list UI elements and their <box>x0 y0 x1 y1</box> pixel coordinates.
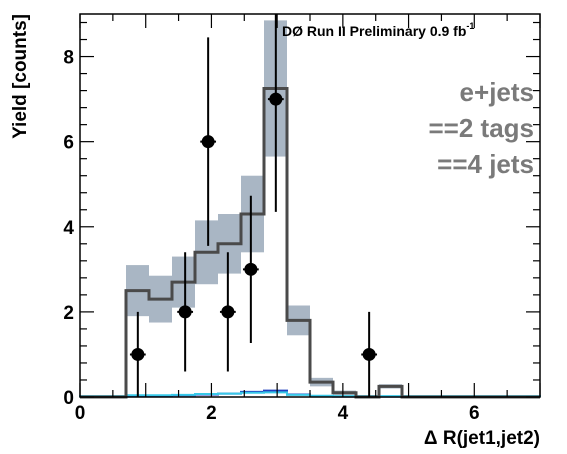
data-point-marker-3 <box>221 305 235 319</box>
y-tick-label-4: 8 <box>63 48 74 69</box>
x-axis-title: Δ R(jet1,jet2) <box>424 428 540 449</box>
data-point-marker-2 <box>201 135 215 149</box>
data-point-marker-0 <box>131 347 145 361</box>
x-axis-ticks: 0 2 4 6 <box>75 14 541 424</box>
data-point-6 <box>361 311 378 397</box>
x-tick-label-1: 2 <box>206 403 217 424</box>
x-tick-label-2: 4 <box>338 403 349 424</box>
tags-label: ==2 tags <box>428 113 534 143</box>
data-point-2 <box>200 37 217 246</box>
y-tick-label-1: 2 <box>63 303 74 324</box>
data-point-3 <box>219 252 236 372</box>
data-point-marker-6 <box>362 347 376 361</box>
data-point-marker-1 <box>178 305 192 319</box>
y-tick-label-3: 6 <box>63 133 74 154</box>
data-point-4 <box>242 195 259 343</box>
data-point-marker-4 <box>244 262 258 276</box>
experiment-superscript: -1 <box>466 21 474 31</box>
data-point-5 <box>267 14 284 212</box>
x-tick-label-0: 0 <box>75 403 86 424</box>
data-point-marker-5 <box>269 92 283 106</box>
y-tick-label-0: 0 <box>63 388 74 409</box>
y-tick-label-2: 4 <box>63 218 74 239</box>
data-point-1 <box>177 252 194 372</box>
data-point-0 <box>129 311 146 397</box>
data-points <box>129 14 378 397</box>
x-tick-label-3: 6 <box>469 403 480 424</box>
experiment-text: DØ Run II Preliminary 0.9 fb <box>282 23 466 39</box>
y-axis-ticks: 0 2 4 6 8 <box>63 21 540 409</box>
y-axis-title: Yield [counts] <box>10 14 31 139</box>
experiment-label: DØ Run II Preliminary 0.9 fb-1 <box>282 21 474 39</box>
jets-label: ==4 jets <box>437 149 534 179</box>
channel-label: e+jets <box>460 77 534 107</box>
